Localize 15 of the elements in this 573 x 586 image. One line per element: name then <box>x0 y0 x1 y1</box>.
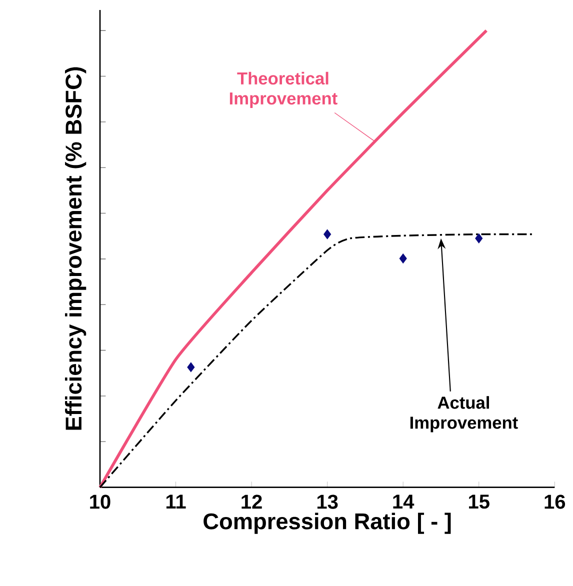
point <box>399 254 407 264</box>
x-tick-label: 11 <box>166 494 186 508</box>
text: Theoretical Improvement <box>230 72 338 108</box>
x-tick-label: 14 <box>393 494 414 508</box>
point <box>187 362 195 372</box>
x-tick-label: 16 <box>544 494 565 509</box>
x-tick-label: 10 <box>90 494 110 509</box>
text: Actual Improvement <box>410 396 518 432</box>
point <box>323 229 331 240</box>
x-tick-label: 12 <box>242 494 262 509</box>
x-axis-title: Compression Ratio [ - ] <box>203 512 451 534</box>
x-tick-label: 15 <box>468 494 490 509</box>
y-axis-title: Efficiency improvement (% BSFC) <box>64 67 86 430</box>
x-tick-label: 13 <box>317 494 338 509</box>
point <box>474 233 482 244</box>
